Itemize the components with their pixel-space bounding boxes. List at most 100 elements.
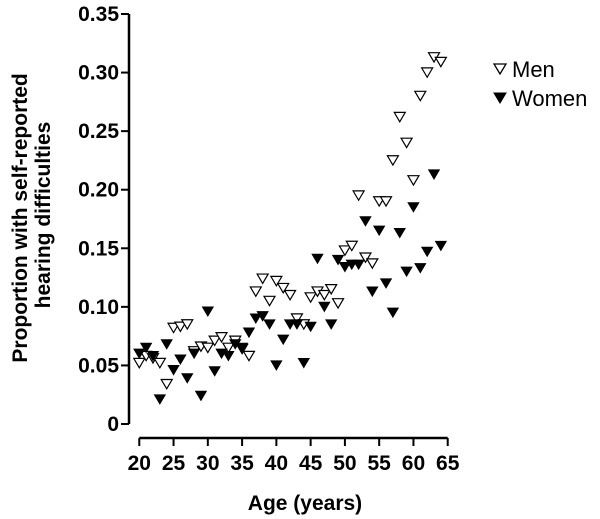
legend-item-men: Men: [492, 57, 555, 82]
data-point-women: [201, 306, 215, 318]
data-point-women: [366, 286, 379, 298]
data-point-men: [317, 289, 331, 302]
data-point-men: [208, 335, 222, 347]
data-point-women: [352, 259, 365, 271]
data-point-men: [358, 252, 373, 264]
y-tick-label: 0.35: [78, 3, 119, 26]
legend-marker-women: [493, 92, 507, 104]
x-tick-label: 20: [128, 452, 151, 475]
data-point-men: [365, 258, 379, 270]
legend-label-women: Women: [512, 86, 587, 111]
y-tick-label: 0.05: [78, 354, 119, 377]
data-point-women: [242, 327, 256, 339]
y-tick-label: 0.30: [78, 62, 119, 85]
data-point-women: [407, 202, 420, 213]
data-point-women: [181, 373, 194, 384]
data-point-women: [153, 394, 167, 405]
data-point-women: [187, 348, 201, 360]
data-point-women: [249, 313, 263, 325]
x-tick-label: 45: [299, 452, 323, 475]
data-point-women: [208, 366, 221, 377]
data-point-men: [132, 357, 146, 369]
y-axis-title-line-1: Proportion with self-reported: [9, 73, 32, 362]
data-point-men: [269, 275, 283, 287]
x-axis-title: Age (years): [248, 492, 362, 515]
women-series: [133, 169, 448, 405]
data-point-men: [242, 350, 256, 362]
data-point-men: [304, 292, 318, 304]
x-tick-label: 50: [333, 452, 356, 475]
y-axis-title-line-2: hearing difficulties: [32, 122, 55, 309]
data-point-women: [420, 246, 434, 258]
data-point-women: [256, 311, 269, 322]
data-point-women: [297, 358, 310, 369]
y-tick-label: 0.15: [78, 237, 119, 260]
y-tick-label: 0.10: [78, 296, 119, 319]
data-point-women: [400, 266, 413, 278]
data-point-women: [427, 169, 441, 180]
y-tick-label: 0.20: [78, 179, 119, 202]
x-tick-label: 55: [367, 452, 391, 475]
x-tick-label: 35: [230, 452, 254, 475]
data-point-men: [160, 378, 174, 391]
data-point-women: [434, 240, 448, 252]
data-point-men: [413, 90, 427, 102]
data-point-men: [180, 319, 194, 331]
legend-label-men: Men: [512, 57, 555, 82]
data-point-men: [173, 321, 187, 333]
data-point-women: [414, 263, 427, 274]
y-tick-label: 0.25: [78, 120, 119, 143]
data-point-women: [270, 360, 283, 371]
data-point-men: [153, 357, 167, 369]
data-point-women: [379, 278, 393, 289]
data-point-men: [201, 342, 215, 354]
data-point-men: [338, 245, 352, 257]
data-point-men: [256, 273, 270, 285]
data-point-women: [311, 253, 324, 265]
data-point-women: [160, 339, 173, 350]
data-point-men: [393, 111, 407, 123]
data-point-women: [386, 307, 400, 319]
x-tick-label: 25: [162, 452, 186, 475]
data-point-men: [386, 155, 400, 167]
data-point-men: [345, 240, 359, 252]
y-axis-ticks: 0 0.05 0.10 0.15 0.20 0.25 0.30 0.35: [78, 3, 129, 436]
x-tick-label: 65: [436, 452, 460, 475]
data-point-men: [434, 56, 448, 68]
data-point-men: [420, 67, 434, 79]
data-point-men: [276, 282, 290, 294]
data-point-women: [393, 227, 406, 239]
data-point-women: [235, 342, 249, 354]
y-axis-title: Proportion with self-reported hearing di…: [9, 67, 55, 362]
data-point-men: [379, 196, 393, 208]
data-point-women: [194, 390, 208, 402]
plot-area: 0 0.05 0.10 0.15 0.20 0.25 0.30 0.35 20 25 30 35 40…: [78, 3, 460, 475]
data-point-women: [277, 334, 290, 346]
data-point-women: [359, 216, 372, 227]
data-point-women: [167, 365, 180, 376]
data-point-women: [331, 254, 345, 266]
data-point-men: [262, 295, 277, 307]
legend-marker-men: [492, 63, 508, 76]
data-point-men: [214, 332, 229, 344]
men-series: [132, 52, 448, 391]
data-point-women: [139, 342, 153, 354]
legend: Men Women: [492, 57, 587, 111]
data-point-women: [338, 261, 352, 273]
data-point-men: [283, 289, 297, 302]
data-point-men: [331, 298, 345, 310]
legend-item-women: Women: [493, 86, 587, 111]
data-point-men: [400, 137, 414, 149]
x-tick-label: 30: [196, 452, 219, 475]
y-tick-label: 0: [107, 413, 119, 436]
data-point-women: [222, 350, 235, 362]
data-point-women: [146, 350, 160, 362]
data-point-women: [263, 319, 276, 330]
data-point-women: [133, 348, 146, 360]
data-point-women: [318, 301, 331, 313]
data-point-men: [406, 175, 420, 187]
data-point-men: [249, 286, 263, 298]
x-tick-label: 60: [402, 452, 425, 475]
data-point-women: [324, 319, 338, 330]
